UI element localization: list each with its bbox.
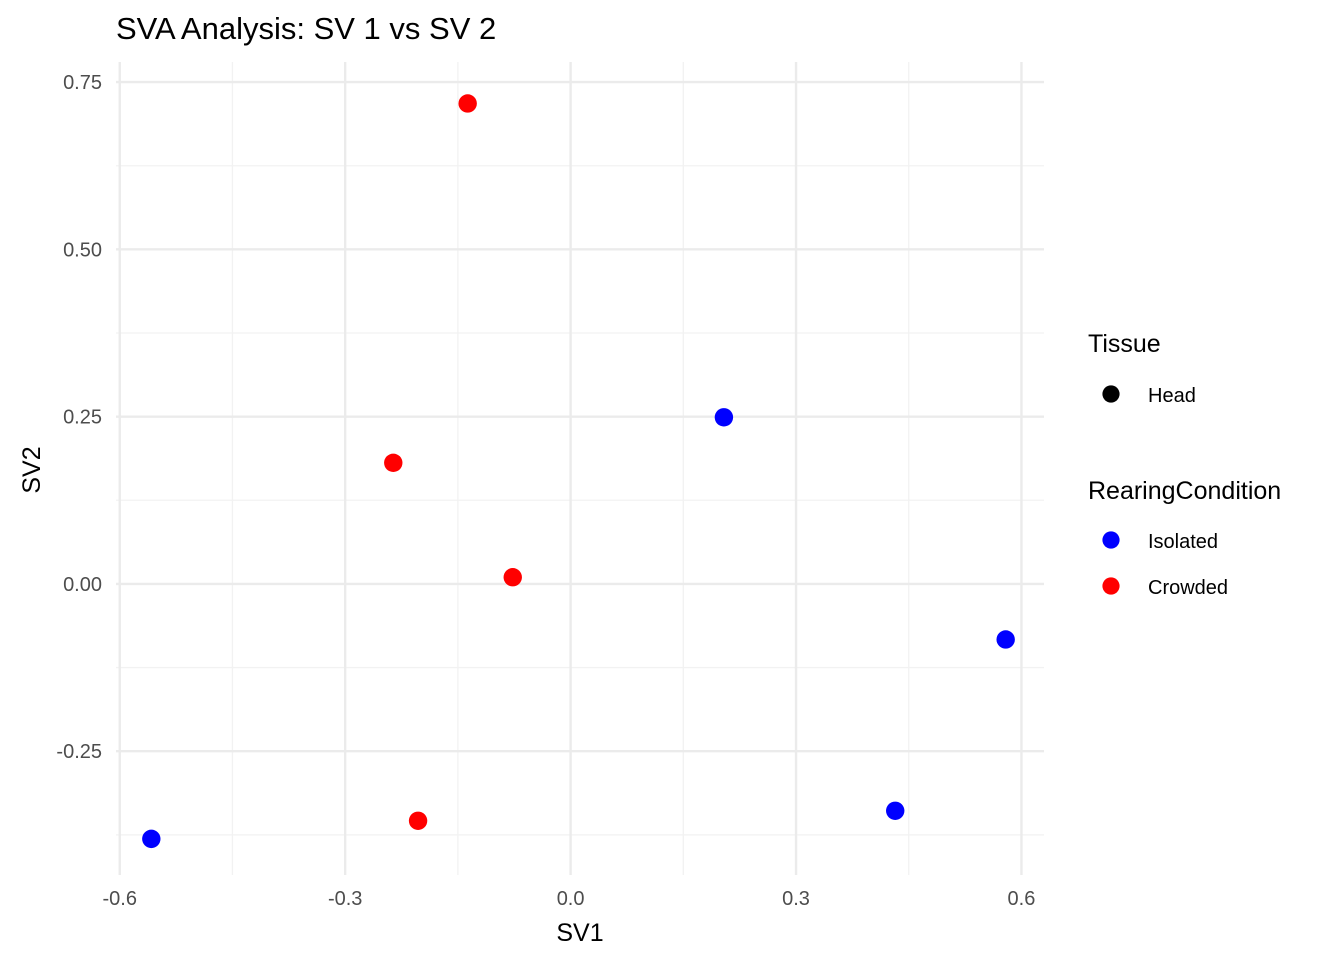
- x-tick-label: 0.3: [782, 888, 810, 910]
- data-point-isolated: [714, 408, 734, 427]
- data-point-crowded: [458, 94, 477, 113]
- data-point-crowded: [408, 811, 428, 830]
- y-tick-label: 0.00: [63, 574, 102, 596]
- data-point-isolated: [886, 801, 905, 820]
- chart-title: SVA Analysis: SV 1 vs SV 2: [116, 11, 496, 46]
- data-point-isolated: [996, 630, 1015, 649]
- x-tick-label: -0.6: [103, 888, 137, 910]
- data-point-isolated: [142, 829, 161, 849]
- data-point-crowded: [503, 568, 522, 587]
- legend-key-isolated: [1102, 531, 1120, 549]
- y-axis-title: SV2: [18, 446, 46, 493]
- legend-label-isolated: Isolated: [1148, 531, 1218, 553]
- legend-key-crowded: [1102, 577, 1120, 595]
- legend-label-head: Head: [1148, 385, 1196, 407]
- y-axis-tick-labels: -0.25 0.00 0.25 0.50 0.75: [56, 72, 102, 763]
- x-axis-tick-labels: -0.6 -0.3 0.0 0.3 0.6: [103, 888, 1036, 910]
- legend-title-rearing-condition: RearingCondition: [1088, 477, 1281, 505]
- data-point-crowded: [384, 453, 403, 473]
- legend-tissue: Tissue Head: [1088, 330, 1196, 407]
- x-tick-label: -0.3: [328, 888, 362, 910]
- x-tick-label: 0.6: [1008, 888, 1036, 910]
- y-tick-label: 0.50: [63, 239, 102, 261]
- y-tick-label: 0.25: [63, 407, 102, 429]
- legend-label-crowded: Crowded: [1148, 577, 1228, 599]
- y-tick-label: 0.75: [63, 72, 102, 94]
- minor-gridlines: [116, 62, 1044, 875]
- legend-key-head: [1102, 385, 1120, 403]
- y-tick-label: -0.25: [56, 741, 102, 763]
- legend-title-tissue: Tissue: [1088, 330, 1161, 358]
- legend: Tissue Head RearingCondition Isolated Cr…: [1088, 330, 1281, 599]
- legend-rearing-condition: RearingCondition Isolated Crowded: [1088, 477, 1281, 599]
- data-points: [142, 94, 1015, 849]
- major-gridlines: [116, 62, 1044, 875]
- x-tick-label: 0.0: [557, 888, 585, 910]
- x-axis-title: SV1: [556, 919, 603, 947]
